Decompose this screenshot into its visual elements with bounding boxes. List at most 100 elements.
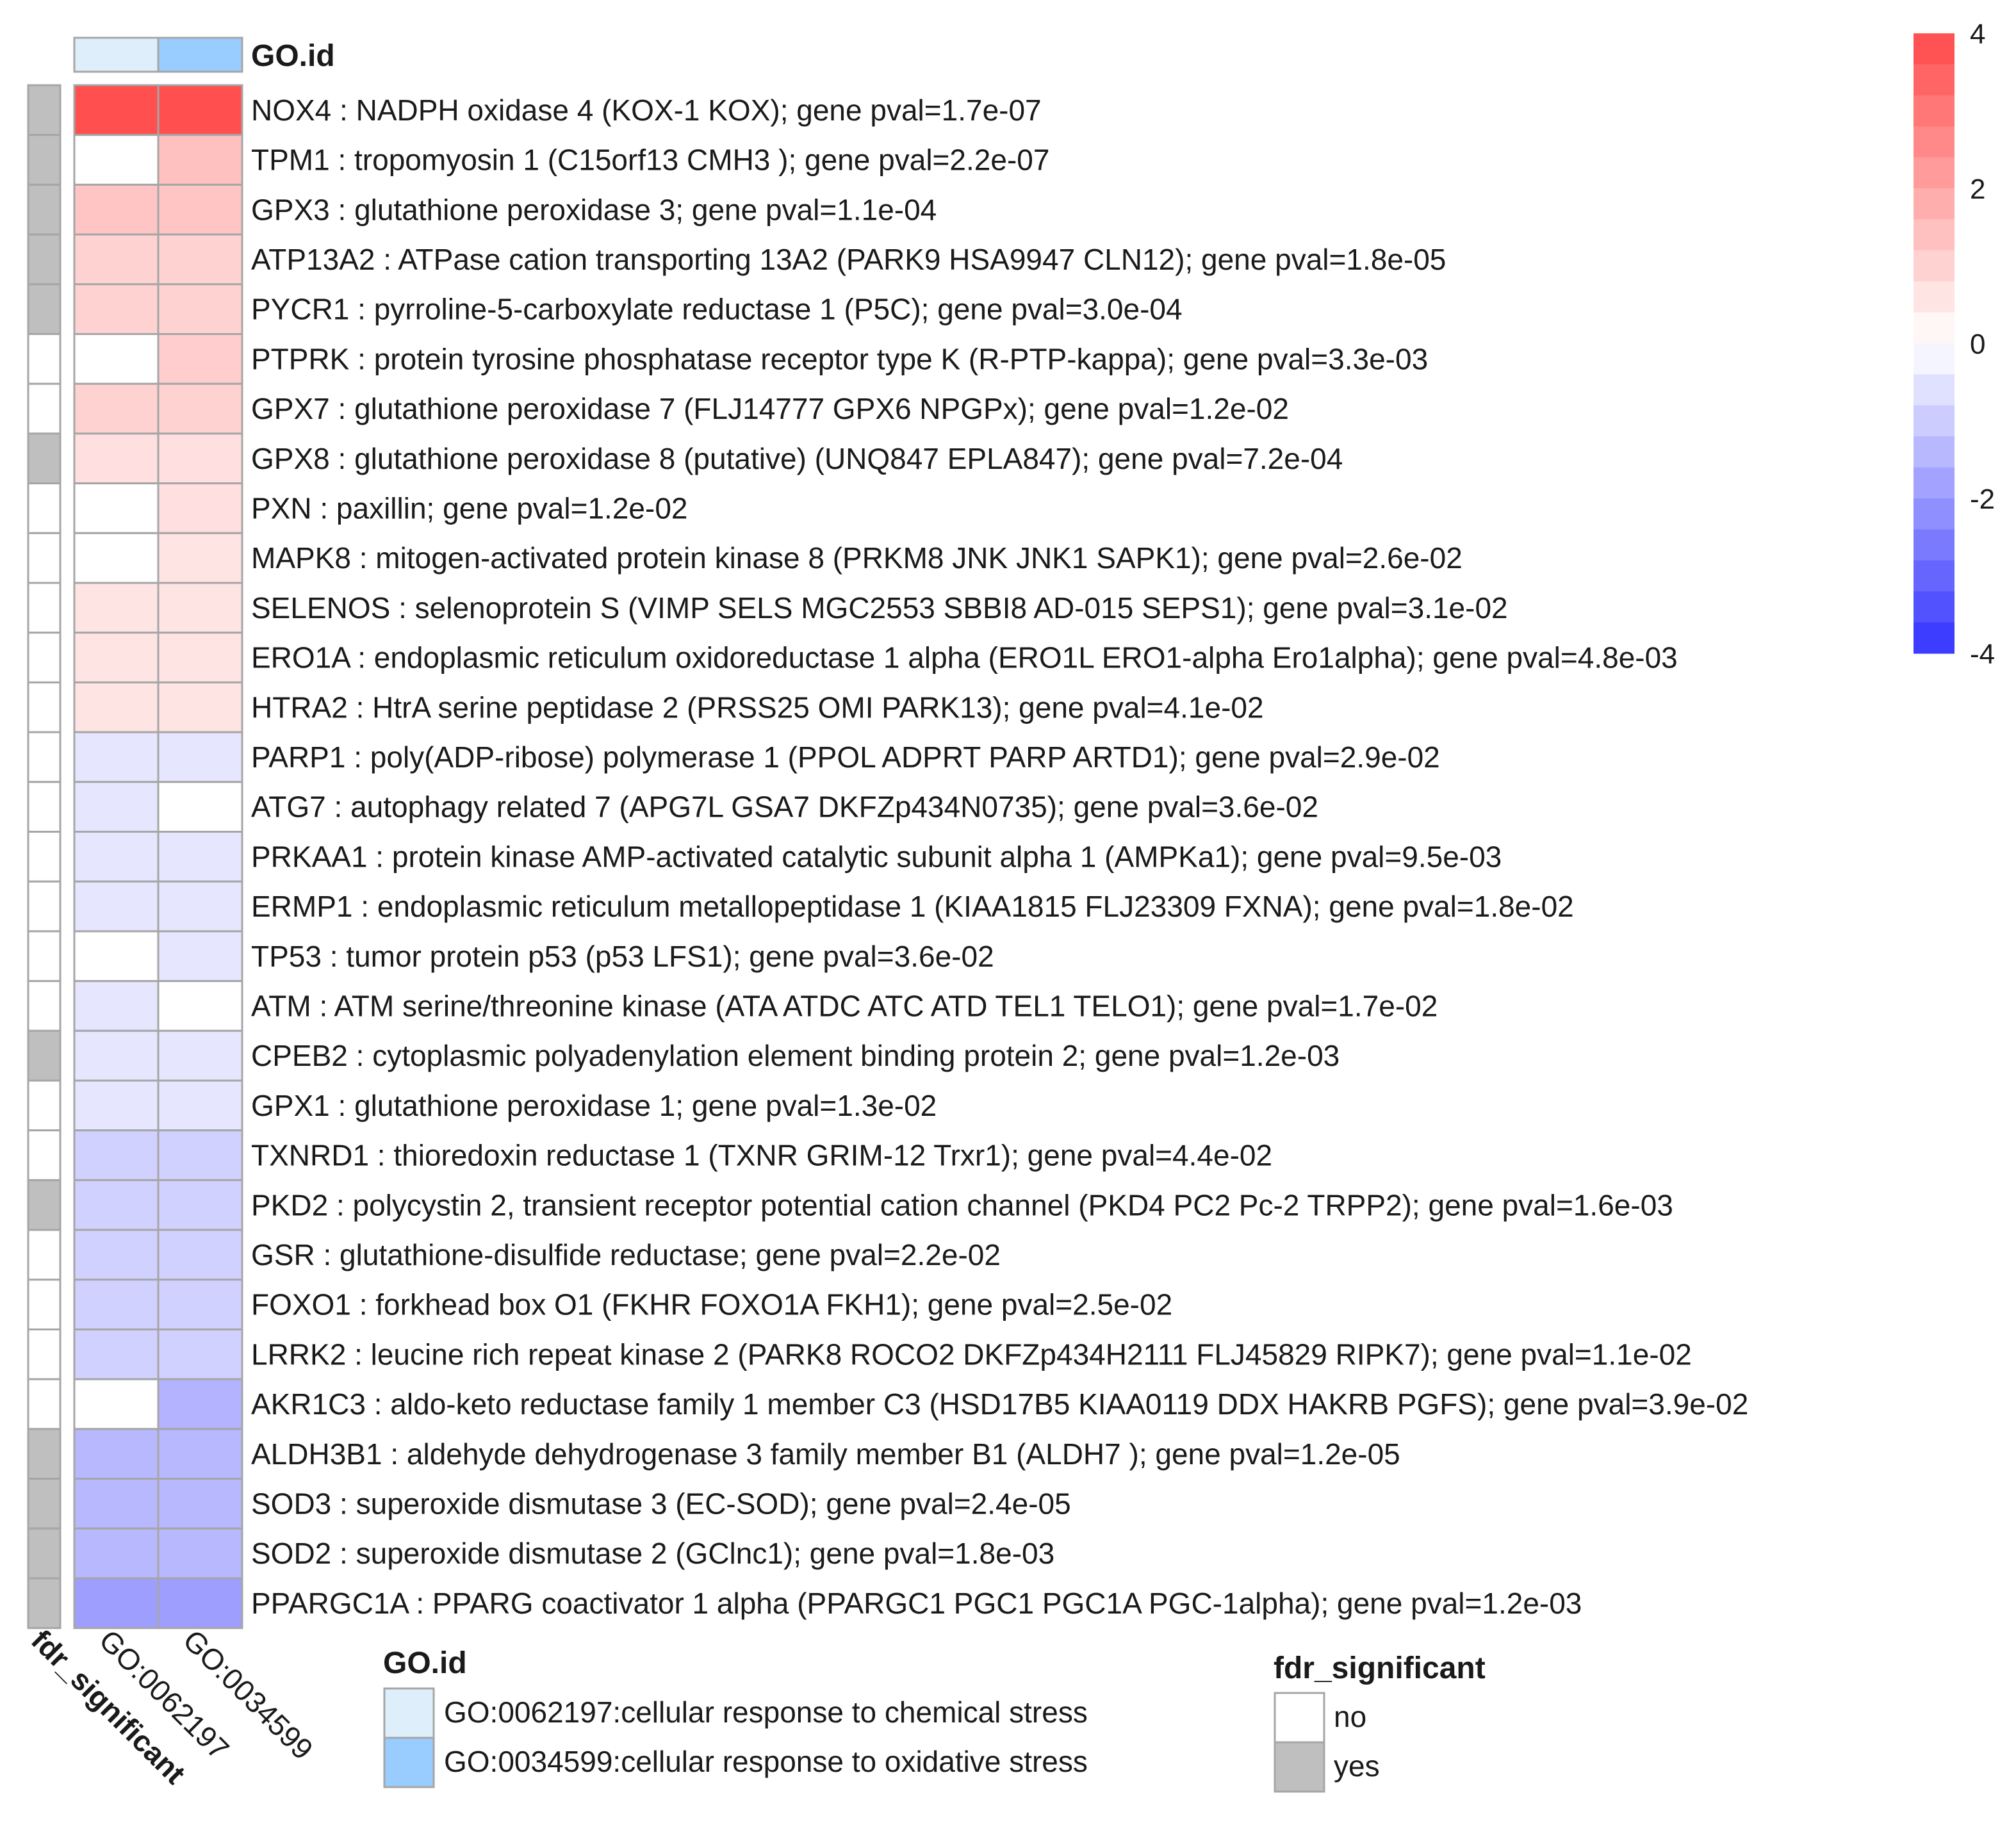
- heatmap-cell: [157, 930, 243, 983]
- heatmap-cell: [73, 1279, 160, 1331]
- heatmap-cell: [157, 1229, 243, 1281]
- heatmap-cell: [73, 1527, 160, 1580]
- heatmap-cell: [157, 1079, 243, 1132]
- color-scale-step: [1914, 405, 1955, 437]
- heatmap-cells: [73, 84, 243, 1630]
- row-label: LRRK2 : leucine rich repeat kinase 2 (PA…: [251, 1337, 1692, 1371]
- fdr-cell: [27, 980, 61, 1032]
- heatmap-cell: [157, 283, 243, 335]
- row-label: GSR : glutathione-disulfide reductase; g…: [251, 1238, 1001, 1271]
- heatmap-cell: [157, 84, 243, 136]
- heatmap-cell: [157, 582, 243, 634]
- heatmap-cell: [73, 382, 160, 435]
- go-legend-title: GO.id: [383, 1646, 467, 1680]
- row-label: GPX7 : glutathione peroxidase 7 (FLJ1477…: [251, 392, 1289, 425]
- heatmap-cell: [157, 1179, 243, 1231]
- color-scale-step: [1914, 312, 1955, 344]
- heatmap-cell: [73, 930, 160, 983]
- row-label: FOXO1 : forkhead box O1 (FKHR FOXO1A FKH…: [251, 1288, 1172, 1321]
- row-label: NOX4 : NADPH oxidase 4 (KOX-1 KOX); gene…: [251, 94, 1042, 127]
- heatmap-cell: [157, 1527, 243, 1580]
- fdr-cell: [27, 382, 61, 435]
- fdr-cell: [27, 880, 61, 933]
- color-scale-step: [1914, 250, 1955, 282]
- fdr-cell: [27, 632, 61, 683]
- go-legend-label: GO:0062197:cellular response to chemical…: [444, 1696, 1088, 1729]
- color-scale-tick: 2: [1970, 174, 1985, 205]
- fdr-cell: [27, 283, 61, 335]
- color-scale-tick: -4: [1970, 639, 1995, 670]
- heatmap-cell: [73, 1428, 160, 1480]
- heatmap-cell: [73, 333, 160, 385]
- fdr-cell: [27, 831, 61, 883]
- go-legend-swatch: [383, 1687, 435, 1739]
- fdr-cell: [27, 1378, 61, 1430]
- heatmap-cell: [157, 233, 243, 286]
- heatmap-cell: [157, 1428, 243, 1480]
- go-legend-swatch: [383, 1737, 435, 1788]
- heatmap-cell: [157, 1577, 243, 1630]
- color-scale-step: [1914, 560, 1955, 592]
- row-label: ALDH3B1 : aldehyde dehydrogenase 3 famil…: [251, 1437, 1400, 1471]
- heatmap-cell: [157, 183, 243, 236]
- row-label: ERO1A : endoplasmic reticulum oxidoreduc…: [251, 641, 1678, 674]
- heatmap-cell: [157, 382, 243, 435]
- color-scale-step: [1914, 498, 1955, 530]
- row-label: SELENOS : selenoprotein S (VIMP SELS MGC…: [251, 591, 1508, 625]
- go-legend: GO.id GO:0062197:cellular response to che…: [383, 1646, 1088, 1788]
- heatmap-cell: [157, 1328, 243, 1380]
- color-scale-step: [1914, 64, 1955, 96]
- fdr-cell: [27, 930, 61, 983]
- color-scale-step: [1914, 281, 1955, 313]
- fdr-cell: [27, 1079, 61, 1132]
- fdr-cell: [27, 134, 61, 186]
- heatmap-cell: [73, 1577, 160, 1630]
- heatmap-cell: [73, 1079, 160, 1132]
- heatmap-cell: [73, 1179, 160, 1231]
- fdr-cell: [27, 1029, 61, 1082]
- color-scale-step: [1914, 436, 1955, 468]
- color-scale-step: [1914, 467, 1955, 499]
- row-label: ERMP1 : endoplasmic reticulum metallopep…: [251, 890, 1574, 923]
- fdr-cell: [27, 582, 61, 634]
- row-label: TXNRD1 : thioredoxin reductase 1 (TXNR G…: [251, 1139, 1272, 1172]
- color-scale-step: [1914, 374, 1955, 406]
- heatmap-cell: [73, 681, 160, 733]
- row-label: GPX1 : glutathione peroxidase 1; gene pv…: [251, 1089, 937, 1122]
- fdr-cell: [27, 84, 61, 136]
- heatmap-cell: [157, 1478, 243, 1530]
- row-label: PTPRK : protein tyrosine phosphatase rec…: [251, 342, 1428, 375]
- row-label: PPARGC1A : PPARG coactivator 1 alpha (PP…: [251, 1587, 1582, 1620]
- go-annotation-header: GO.id: [251, 39, 335, 73]
- heatmap-cell: [73, 781, 160, 833]
- heatmap-cell: [157, 333, 243, 385]
- color-scale-step: [1914, 157, 1955, 189]
- row-label: TP53 : tumor protein p53 (p53 LFS1); gen…: [251, 940, 994, 973]
- heatmap-cell: [73, 134, 160, 186]
- fdr-cell: [27, 1577, 61, 1630]
- heatmap-cell: [157, 1279, 243, 1331]
- color-scale-step: [1914, 95, 1955, 127]
- heatmap-cell: [157, 731, 243, 783]
- fdr-cell: [27, 432, 61, 485]
- heatmap-cell: [73, 1129, 160, 1181]
- heatmap-cell: [73, 532, 160, 584]
- fdr-cell: [27, 1279, 61, 1331]
- fdr-cell: [27, 1527, 61, 1580]
- fdr-cell: [27, 183, 61, 236]
- fdr-cell: [27, 1328, 61, 1380]
- fdr-cell: [27, 1229, 61, 1281]
- fdr-cell: [27, 731, 61, 783]
- heatmap-cell: [73, 233, 160, 286]
- heatmap-cell: [73, 980, 160, 1032]
- color-scale-legend: 4 2 0 -2 -4: [1914, 19, 1995, 670]
- heatmap-cell: [73, 1229, 160, 1281]
- row-label: SOD3 : superoxide dismutase 3 (EC-SOD); …: [251, 1487, 1071, 1520]
- heatmap-cell: [73, 1029, 160, 1082]
- row-label: GPX3 : glutathione peroxidase 3; gene pv…: [251, 193, 937, 226]
- color-scale-step: [1914, 126, 1955, 158]
- row-label: CPEB2 : cytoplasmic polyadenylation elem…: [251, 1039, 1340, 1072]
- color-scale-step: [1914, 529, 1955, 561]
